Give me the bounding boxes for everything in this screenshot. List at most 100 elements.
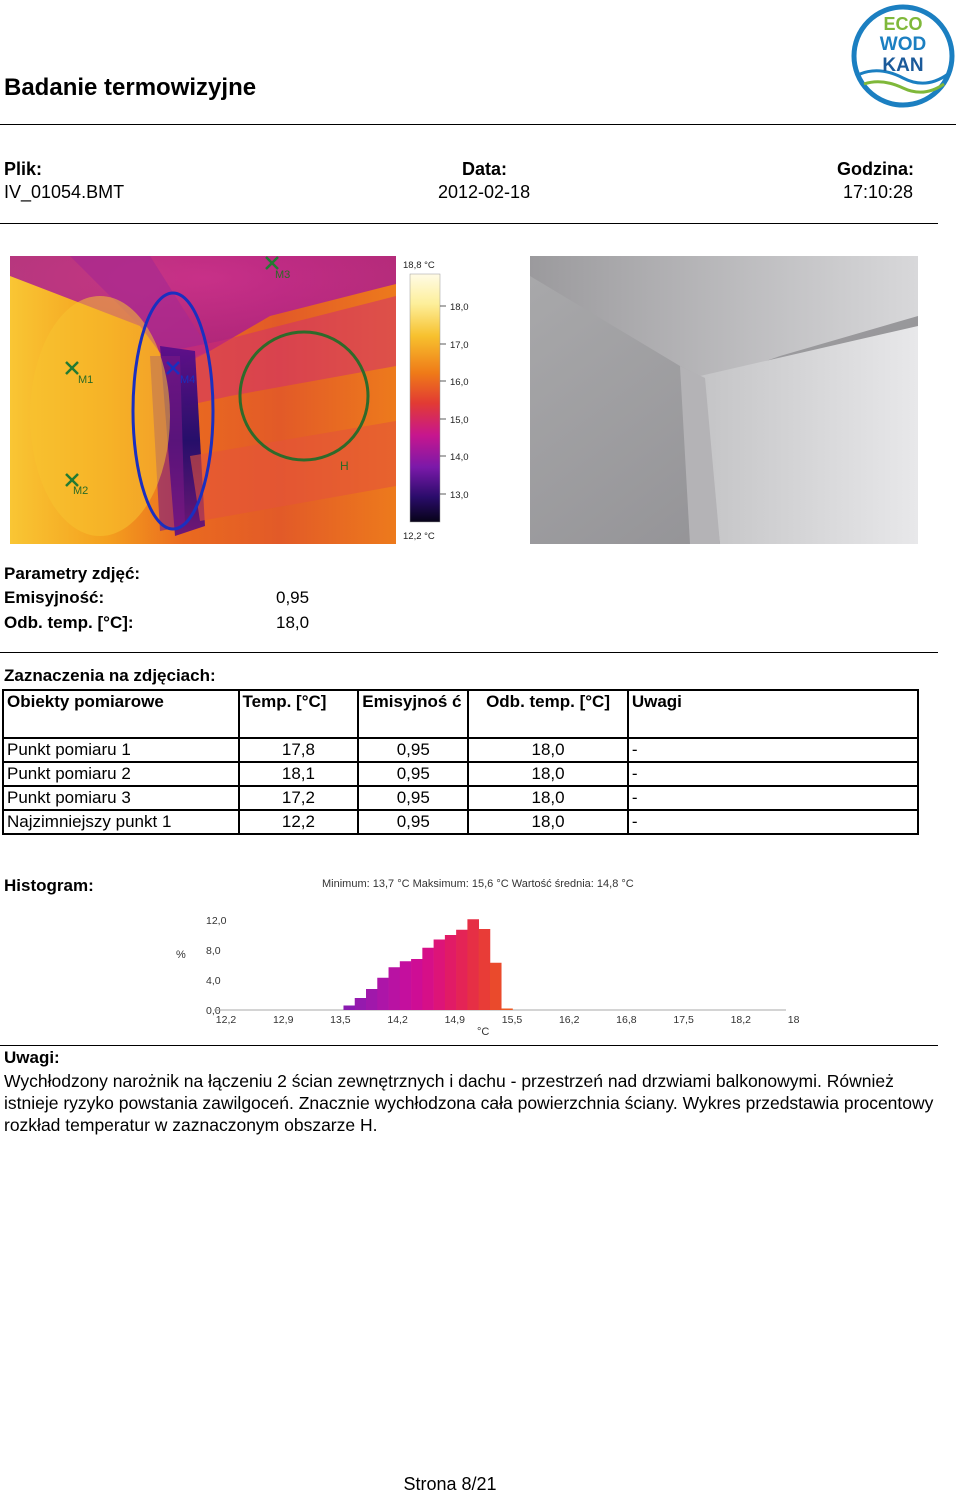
logo-line1: ECO bbox=[883, 14, 922, 34]
scale-max: 18,8 °C bbox=[403, 260, 435, 271]
cell: - bbox=[626, 761, 920, 787]
histogram-heading: Histogram: bbox=[4, 876, 94, 895]
x-tick-label: 14,9 bbox=[445, 1014, 466, 1026]
divider bbox=[0, 1045, 938, 1046]
x-tick-label: 12,9 bbox=[273, 1014, 294, 1026]
cell: 18,1 bbox=[237, 761, 360, 787]
time-label: Godzina: bbox=[837, 159, 914, 179]
y-tick-label: 8,0 bbox=[206, 945, 221, 957]
page-title: Badanie termowizyjne bbox=[4, 74, 257, 101]
col-header: Temp. [°C] bbox=[237, 689, 360, 739]
divider bbox=[0, 223, 938, 224]
divider bbox=[0, 124, 956, 125]
x-axis-label: °C bbox=[477, 1026, 489, 1038]
col-header: Emisyjnoś ć bbox=[357, 689, 470, 739]
cell: 18,0 bbox=[467, 761, 629, 787]
table-row: Najzimniejszy punkt 1 12,2 0,95 18,0 - bbox=[2, 809, 920, 835]
scale-tick: 15,0 bbox=[450, 415, 469, 426]
histogram-bar bbox=[478, 929, 491, 1010]
date-value: 2012-02-18 bbox=[438, 182, 531, 202]
measurement-table: Obiekty pomiarowe Temp. [°C] Emisyjnoś ć… bbox=[2, 689, 920, 835]
histogram-bar bbox=[489, 962, 502, 1010]
cell: Punkt pomiaru 3 bbox=[2, 785, 240, 811]
cell: - bbox=[626, 809, 920, 835]
params-heading: Parametry zdjęć: bbox=[4, 564, 141, 583]
cell: 12,2 bbox=[237, 809, 360, 835]
scale-tick: 16,0 bbox=[450, 377, 469, 388]
markings-heading: Zaznaczenia na zdjęciach: bbox=[4, 666, 216, 685]
file-value: IV_01054.BMT bbox=[4, 182, 125, 202]
cell: 18,0 bbox=[467, 785, 629, 811]
emissivity-label: Emisyjność: bbox=[4, 588, 105, 607]
chart-title: Minimum: 13,7 °C Maksimum: 15,6 °C Warto… bbox=[322, 878, 634, 890]
x-tick-label: 16,8 bbox=[616, 1014, 637, 1026]
x-tick-label: 17,5 bbox=[673, 1014, 694, 1026]
x-tick-label: 18,2 bbox=[731, 1014, 752, 1026]
scale-tick: 17,0 bbox=[450, 340, 469, 351]
cell: - bbox=[626, 737, 920, 763]
cell: 0,95 bbox=[357, 809, 470, 835]
col-header: Odb. temp. [°C] bbox=[467, 689, 629, 739]
page-number: Strona 8/21 bbox=[403, 1474, 497, 1494]
scale-tick: 18,0 bbox=[450, 302, 469, 313]
logo-line3: KAN bbox=[882, 55, 923, 76]
x-tick-label: 16,2 bbox=[559, 1014, 580, 1026]
time-value: 17:10:28 bbox=[843, 182, 914, 202]
x-tick-label: 12,2 bbox=[216, 1014, 237, 1026]
histogram-bar bbox=[399, 961, 412, 1010]
x-tick-label: 13,5 bbox=[330, 1014, 351, 1026]
scale-min: 12,2 °C bbox=[403, 531, 435, 542]
histogram-bar bbox=[377, 977, 389, 1010]
file-label: Plik: bbox=[4, 159, 43, 179]
x-tick-label: 14,2 bbox=[387, 1014, 408, 1026]
date-label: Data: bbox=[462, 159, 508, 179]
y-tick-label: 12,0 bbox=[206, 915, 227, 927]
refl-temp-label: Odb. temp. [°C]: bbox=[4, 613, 134, 632]
x-tick-label: 15,5 bbox=[502, 1014, 523, 1026]
temperature-scale: 18,8 °C 18,0 17,0 16,0 15,0 14,0 13,0 12… bbox=[400, 256, 500, 544]
histogram-chart: Minimum: 13,7 °C Maksimum: 15,6 °C Warto… bbox=[170, 872, 808, 1044]
emissivity-value: 0,95 bbox=[276, 588, 310, 607]
cell: 18,0 bbox=[467, 737, 629, 763]
table-row: Punkt pomiaru 2 18,1 0,95 18,0 - bbox=[2, 761, 920, 787]
x-tick-label: 18,8 bbox=[788, 1014, 800, 1026]
cell: Punkt pomiaru 1 bbox=[2, 737, 240, 763]
notes-heading: Uwagi: bbox=[4, 1048, 60, 1067]
histogram-bar bbox=[422, 947, 434, 1010]
histogram-bar bbox=[354, 998, 367, 1010]
y-tick-label: 0,0 bbox=[206, 1005, 221, 1017]
table-header-row: Obiekty pomiarowe Temp. [°C] Emisyjnoś ć… bbox=[2, 689, 920, 739]
marker-h: H bbox=[340, 459, 349, 473]
company-logo: ECO WOD KAN bbox=[850, 4, 956, 108]
histogram-bar bbox=[366, 989, 378, 1010]
col-header: Uwagi bbox=[626, 689, 920, 739]
marker-m4: M4 bbox=[180, 374, 195, 386]
scale-tick: 14,0 bbox=[450, 452, 469, 463]
marker-m2: M2 bbox=[73, 485, 88, 497]
cell: 17,2 bbox=[237, 785, 360, 811]
histogram-bar bbox=[501, 1008, 513, 1010]
cell: 0,95 bbox=[357, 785, 470, 811]
histogram-bar bbox=[467, 919, 479, 1010]
histogram-bar bbox=[388, 967, 401, 1010]
cell: 17,8 bbox=[237, 737, 360, 763]
scale-tick: 13,0 bbox=[450, 490, 469, 501]
histogram-bar bbox=[343, 1005, 356, 1010]
y-axis-label: % bbox=[176, 949, 186, 961]
cell: 18,0 bbox=[467, 809, 629, 835]
histogram-bar bbox=[411, 959, 423, 1010]
histogram-bar bbox=[433, 939, 446, 1010]
thermal-image: M1 M2 M3 M4 H bbox=[10, 256, 396, 544]
y-tick-label: 4,0 bbox=[206, 975, 221, 987]
histogram-bar bbox=[456, 929, 468, 1010]
divider bbox=[0, 652, 938, 653]
marker-m3: M3 bbox=[275, 269, 290, 281]
cell: Punkt pomiaru 2 bbox=[2, 761, 240, 787]
cell: Najzimniejszy punkt 1 bbox=[2, 809, 240, 835]
notes-text: Wychłodzony narożnik na łączeniu 2 ścian… bbox=[4, 1071, 934, 1135]
visual-photo bbox=[530, 256, 918, 544]
marker-m1: M1 bbox=[78, 374, 93, 386]
col-header: Obiekty pomiarowe bbox=[2, 689, 240, 739]
histogram-bar bbox=[444, 935, 457, 1010]
logo-line2: WOD bbox=[880, 34, 926, 55]
